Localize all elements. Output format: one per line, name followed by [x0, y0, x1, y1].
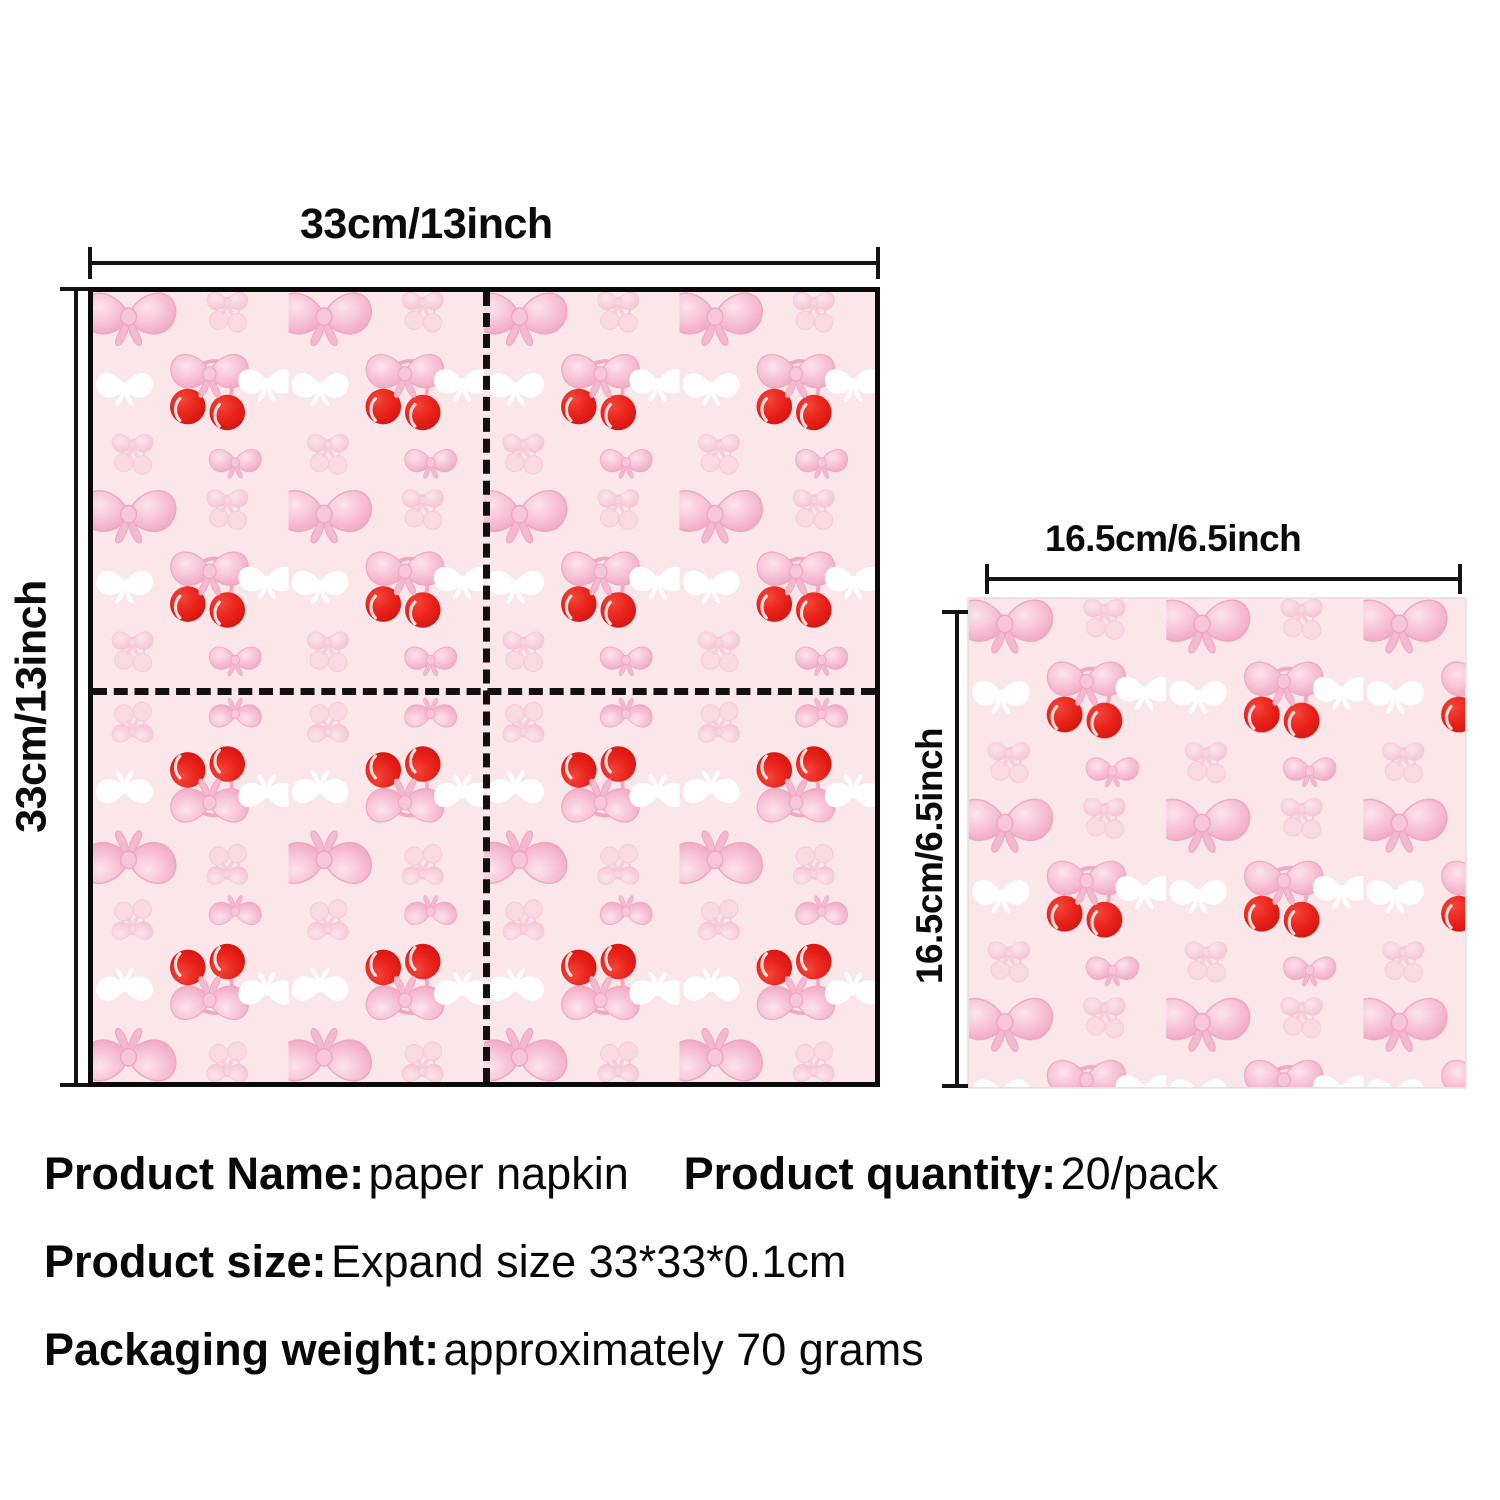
spec-label-product-quantity: Product quantity:: [683, 1148, 1057, 1199]
spec-label-product-name: Product Name:: [44, 1148, 365, 1199]
dimension-line-large-width: [88, 261, 880, 265]
dimension-line-small-width: [985, 577, 1462, 581]
dimension-tick-small-height-top: [942, 610, 972, 614]
fold-line-vertical: [483, 292, 490, 1082]
spec-label-packaging-weight: Packaging weight:: [44, 1324, 440, 1375]
spec-label-product-size: Product size:: [44, 1236, 327, 1287]
spec-value-product-size: Expand size 33*33*0.1cm: [331, 1236, 847, 1287]
spec-value-packaging-weight: approximately 70 grams: [443, 1324, 924, 1375]
dimension-tick-small-width-right: [1458, 564, 1462, 594]
spec-row-name-quantity: Product Name: paper napkin Product quant…: [44, 1148, 1464, 1200]
dimension-line-large-height: [74, 287, 78, 1087]
spec-value-product-name: paper napkin: [368, 1148, 629, 1199]
spec-value-product-quantity: 20/pack: [1060, 1148, 1219, 1199]
dimension-label-large-height: 33cm/13inch: [7, 580, 56, 833]
dimension-tick-small-width-left: [985, 564, 989, 594]
dimension-tick-large-width-right: [876, 247, 880, 279]
cherry-bow-pattern-large-scale: [969, 599, 1465, 1087]
dimension-tick-small-height-bottom: [942, 1084, 972, 1088]
spec-row-size: Product size: Expand size 33*33*0.1cm: [44, 1236, 1464, 1288]
dimension-tick-large-height-bottom: [60, 1083, 92, 1087]
napkin-folded-panel: [968, 598, 1466, 1088]
product-spec-list: Product Name: paper napkin Product quant…: [44, 1148, 1464, 1376]
spec-row-weight: Packaging weight: approximately 70 grams: [44, 1324, 1464, 1376]
dimension-label-large-width: 33cm/13inch: [300, 200, 553, 248]
dimension-tick-large-height-top: [60, 287, 92, 291]
dimension-line-small-height: [955, 610, 959, 1088]
dimension-tick-large-width-left: [88, 247, 92, 279]
dimension-label-small-width: 16.5cm/6.5inch: [1045, 518, 1302, 559]
dimension-label-small-height: 16.5cm/6.5inch: [909, 727, 950, 985]
napkin-unfolded-panel: [88, 287, 880, 1087]
